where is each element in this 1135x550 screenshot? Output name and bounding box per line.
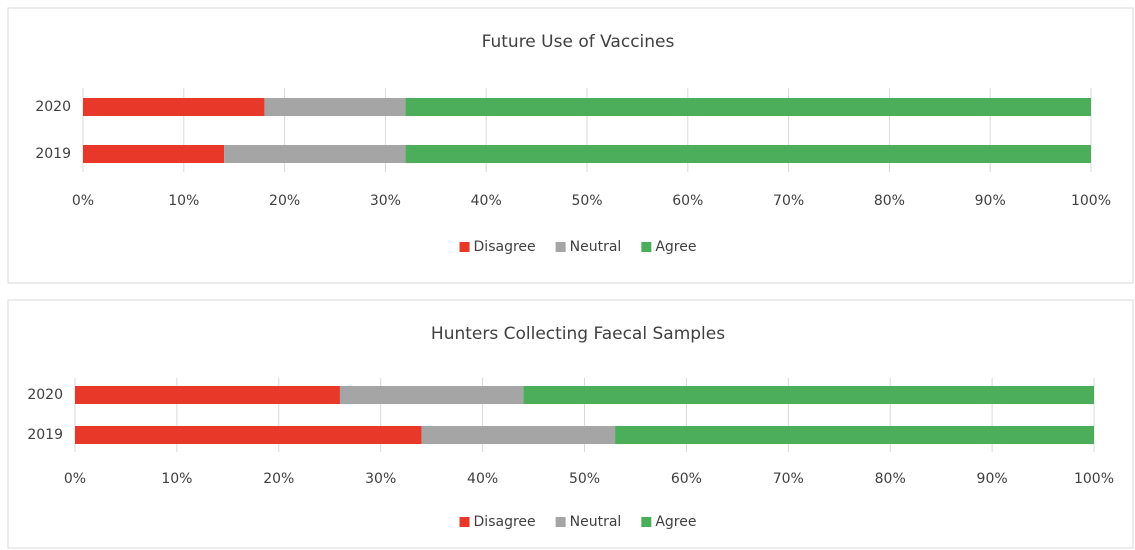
legend-swatch [641,517,652,527]
legend-label: Disagree [474,514,536,530]
x-tick-label: 80% [874,193,905,209]
legend-label: Agree [655,239,696,255]
x-tick-label: 30% [365,471,396,487]
legend-label: Neutral [570,514,622,530]
x-tick-label: 70% [773,193,804,209]
y-tick-label: 2019 [27,427,63,443]
x-tick-label: 90% [975,193,1006,209]
legend-swatch [459,242,470,252]
bar-segment [75,386,340,404]
bar-segment [405,145,1091,163]
x-tick-label: 20% [263,471,294,487]
x-tick-label: 50% [571,193,602,209]
legend-swatch [555,517,566,527]
x-tick-label: 30% [370,193,401,209]
x-tick-label: 10% [168,193,199,209]
bar-segment [421,426,616,444]
legend-swatch [641,242,652,252]
chart-frame [7,299,1134,549]
x-tick-label: 40% [471,193,502,209]
legend-label: Agree [655,514,696,530]
bar-segment [264,98,406,116]
x-tick-label: 60% [672,193,703,209]
chart-title: Hunters Collecting Faecal Samples [431,324,725,344]
bar-segment [523,386,1094,404]
legend-label: Disagree [474,239,536,255]
chart-title: Future Use of Vaccines [482,32,675,52]
bar-segment [224,145,406,163]
x-tick-label: 10% [161,471,192,487]
x-tick-label: 0% [72,193,94,209]
x-tick-label: 70% [773,471,804,487]
bar-segment [75,426,422,444]
x-tick-label: 100% [1074,471,1114,487]
x-tick-label: 60% [671,471,702,487]
y-tick-label: 2019 [35,146,71,162]
x-tick-label: 100% [1071,193,1111,209]
bar-segment [405,98,1091,116]
x-tick-label: 80% [875,471,906,487]
legend-swatch [555,242,566,252]
legend-swatch [459,517,470,527]
bar-segment [83,98,265,116]
y-tick-label: 2020 [35,99,71,115]
x-tick-label: 90% [977,471,1008,487]
y-tick-label: 2020 [27,387,63,403]
x-tick-label: 50% [569,471,600,487]
x-tick-label: 40% [467,471,498,487]
bar-segment [83,145,225,163]
x-tick-label: 20% [269,193,300,209]
x-tick-label: 0% [64,471,86,487]
bar-segment [339,386,524,404]
bar-segment [615,426,1094,444]
legend-label: Neutral [570,239,622,255]
